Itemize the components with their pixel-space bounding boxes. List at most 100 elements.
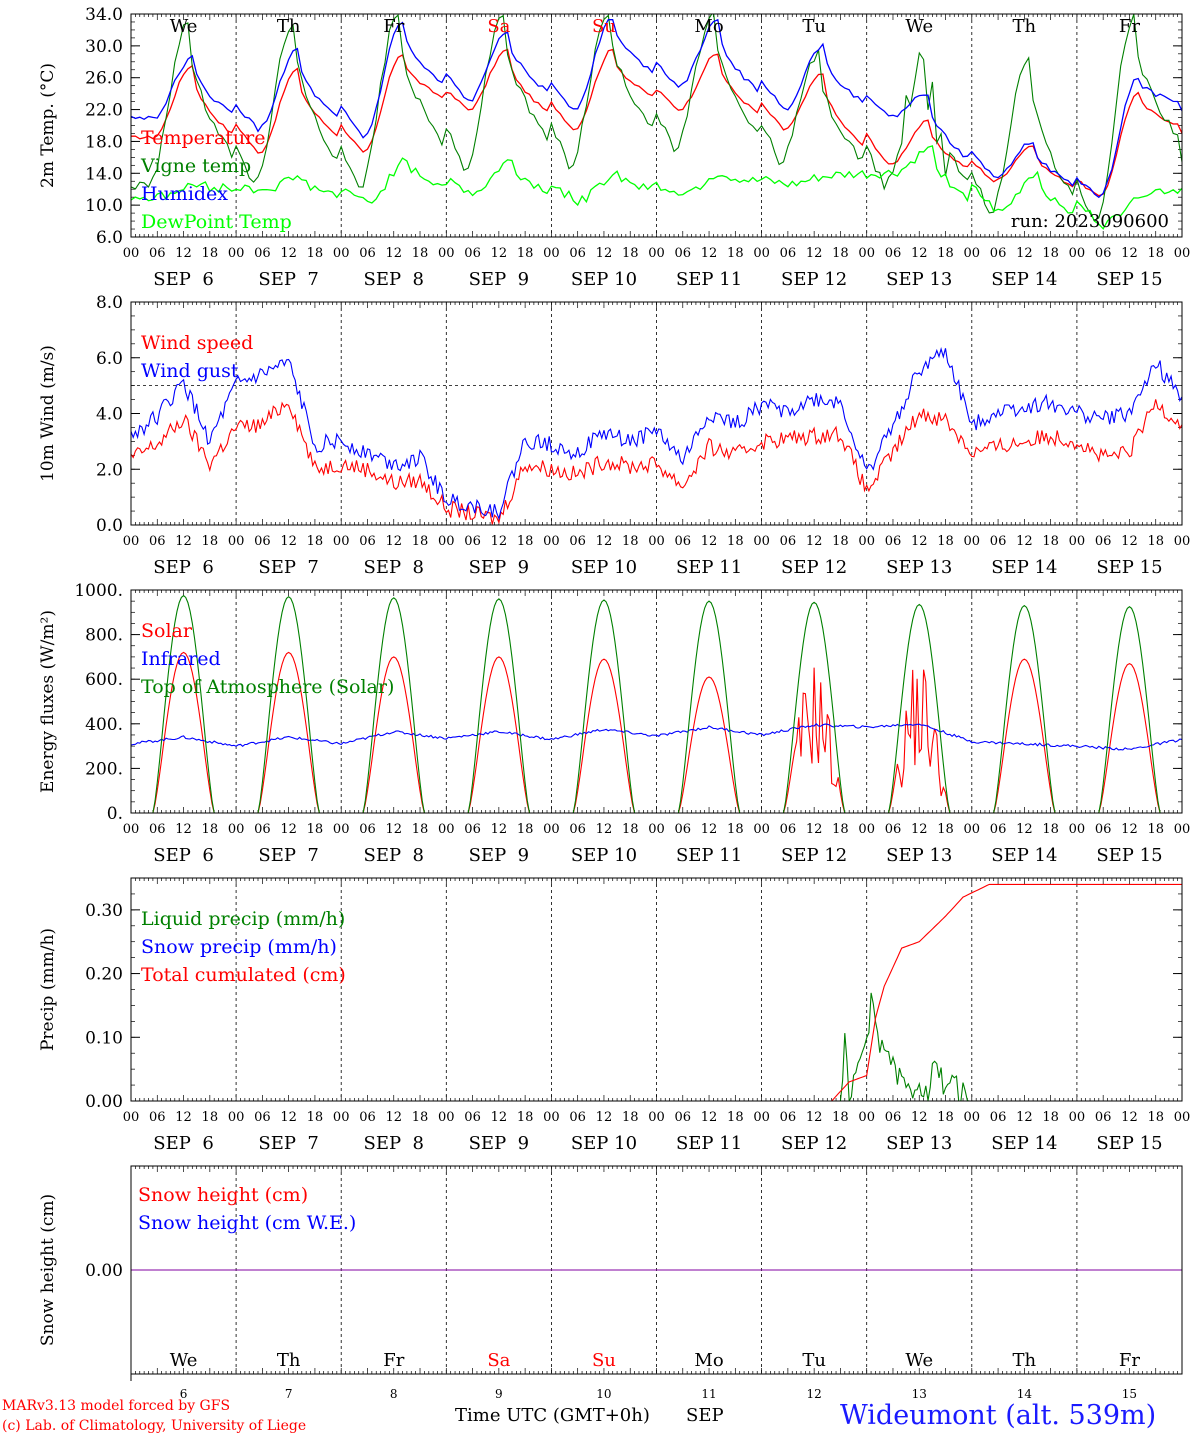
hour-tick-label: 12 <box>1121 534 1138 549</box>
hour-tick-label: 00 <box>333 534 350 549</box>
hour-tick-label: 00 <box>964 246 981 261</box>
panel-frame <box>130 589 1183 814</box>
hour-tick-label: 12 <box>1016 1110 1033 1125</box>
hour-tick-label: 12 <box>1016 246 1033 261</box>
date-label: SEP 12 <box>781 269 847 290</box>
hour-tick-label: 06 <box>359 246 376 261</box>
hour-tick-label: 06 <box>464 246 481 261</box>
bottom-day-label: We <box>905 1350 933 1371</box>
legend-entry: Solar <box>141 620 193 642</box>
legend-entry: Temperature <box>141 127 265 149</box>
date-label: SEP 14 <box>991 269 1057 290</box>
plot-area <box>131 346 1182 525</box>
series-line-infrared <box>131 723 1182 751</box>
hour-tick-label: 18 <box>1042 534 1059 549</box>
hour-tick-label: 12 <box>596 534 613 549</box>
bottom-day-number: 13 <box>912 1387 927 1401</box>
hour-tick-label: 06 <box>780 822 797 837</box>
y-tick-label: 6.0 <box>96 228 123 248</box>
hour-tick-label: 18 <box>307 1110 324 1125</box>
hour-tick-label: 18 <box>307 822 324 837</box>
hour-tick-label: 18 <box>202 246 219 261</box>
hour-tick-label: 18 <box>622 1110 639 1125</box>
hour-tick-label: 18 <box>937 1110 954 1125</box>
panel-precip: 0.00 0.10 0.20 0.30 Precip (mm/h) Liquid prec… <box>38 877 1190 1154</box>
hour-tick-label: 12 <box>1121 1110 1138 1125</box>
bottom-day-label: Th <box>1013 1350 1037 1371</box>
hour-tick-label: 00 <box>543 822 560 837</box>
hour-tick-label: 12 <box>280 1110 297 1125</box>
hour-tick-label: 06 <box>1095 822 1112 837</box>
hour-tick-label: 06 <box>464 534 481 549</box>
hour-tick-label: 12 <box>911 534 928 549</box>
hour-tick-label: 00 <box>438 822 455 837</box>
hour-tick-label: 06 <box>675 822 692 837</box>
y-tick-label: 30.0 <box>85 37 123 57</box>
hour-tick-label: 00 <box>858 246 875 261</box>
hour-tick-label: 12 <box>1016 534 1033 549</box>
hour-tick-label: 12 <box>596 822 613 837</box>
hour-tick-label: 00 <box>228 246 245 261</box>
hour-tick-label: 06 <box>675 246 692 261</box>
hour-tick-label: 00 <box>858 534 875 549</box>
hour-tick-label: 12 <box>701 822 718 837</box>
hour-tick-label: 06 <box>885 246 902 261</box>
y-axis-title: 10m Wind (m/s) <box>38 345 58 482</box>
hour-tick-label: 06 <box>464 822 481 837</box>
date-label: SEP 10 <box>571 557 637 578</box>
hour-tick-label: 06 <box>359 534 376 549</box>
y-tick-label: 0.0 <box>96 516 123 536</box>
hour-tick-label: 00 <box>228 1110 245 1125</box>
date-label: SEP 14 <box>991 557 1057 578</box>
date-label: SEP 11 <box>676 845 742 866</box>
hour-tick-label: 06 <box>675 1110 692 1125</box>
date-label: SEP 10 <box>571 845 637 866</box>
y-tick-label: 4.0 <box>96 405 123 425</box>
date-label: SEP 12 <box>781 845 847 866</box>
hour-tick-label: 00 <box>1069 246 1086 261</box>
hour-tick-label: 18 <box>622 822 639 837</box>
hour-tick-label: 12 <box>911 822 928 837</box>
hour-tick-label: 06 <box>464 1110 481 1125</box>
bottom-day-label: Su <box>592 1350 616 1371</box>
hour-tick-label: 06 <box>885 822 902 837</box>
y-tick-label: 2.0 <box>96 460 123 480</box>
hour-tick-label: 18 <box>832 246 849 261</box>
legend-entry: Total cumulated (cm) <box>141 964 346 986</box>
y-tick-label: 6.0 <box>96 349 123 369</box>
hour-tick-label: 06 <box>990 246 1007 261</box>
bottom-day-number: 10 <box>596 1387 611 1401</box>
legend-entry: Humidex <box>141 183 228 205</box>
hour-tick-label: 12 <box>911 246 928 261</box>
date-label: SEP 9 <box>469 1133 529 1154</box>
hour-tick-label: 00 <box>123 534 140 549</box>
hour-tick-label: 18 <box>517 1110 534 1125</box>
hour-tick-label: 00 <box>1174 822 1191 837</box>
hour-tick-label: 00 <box>228 822 245 837</box>
hour-tick-label: 00 <box>543 246 560 261</box>
date-label: SEP 13 <box>886 269 952 290</box>
date-label: SEP 13 <box>886 845 952 866</box>
series-line-vigne-temp <box>131 14 1182 222</box>
hour-tick-label: 00 <box>333 822 350 837</box>
series-line-wind-gust <box>131 346 1182 521</box>
y-axis-title: Energy fluxes (W/m²) <box>38 610 58 793</box>
station-title: Wideumont (alt. 539m) <box>840 1400 1157 1431</box>
hour-tick-label: 06 <box>149 1110 166 1125</box>
hour-tick-label: 12 <box>701 1110 718 1125</box>
hour-tick-label: 12 <box>806 534 823 549</box>
hour-tick-label: 00 <box>333 1110 350 1125</box>
hour-tick-label: 00 <box>753 822 770 837</box>
hour-tick-label: 12 <box>806 1110 823 1125</box>
hour-tick-label: 00 <box>1069 534 1086 549</box>
day-label: Su <box>592 16 616 37</box>
y-tick-label: 18.0 <box>85 132 123 152</box>
hour-tick-label: 12 <box>596 1110 613 1125</box>
month-label: SEP <box>686 1405 724 1426</box>
hour-tick-label: 00 <box>858 1110 875 1125</box>
hour-tick-label: 00 <box>858 822 875 837</box>
hour-tick-label: 18 <box>202 1110 219 1125</box>
date-label: SEP 7 <box>258 269 318 290</box>
hour-tick-label: 12 <box>491 246 508 261</box>
hour-tick-label: 18 <box>937 822 954 837</box>
